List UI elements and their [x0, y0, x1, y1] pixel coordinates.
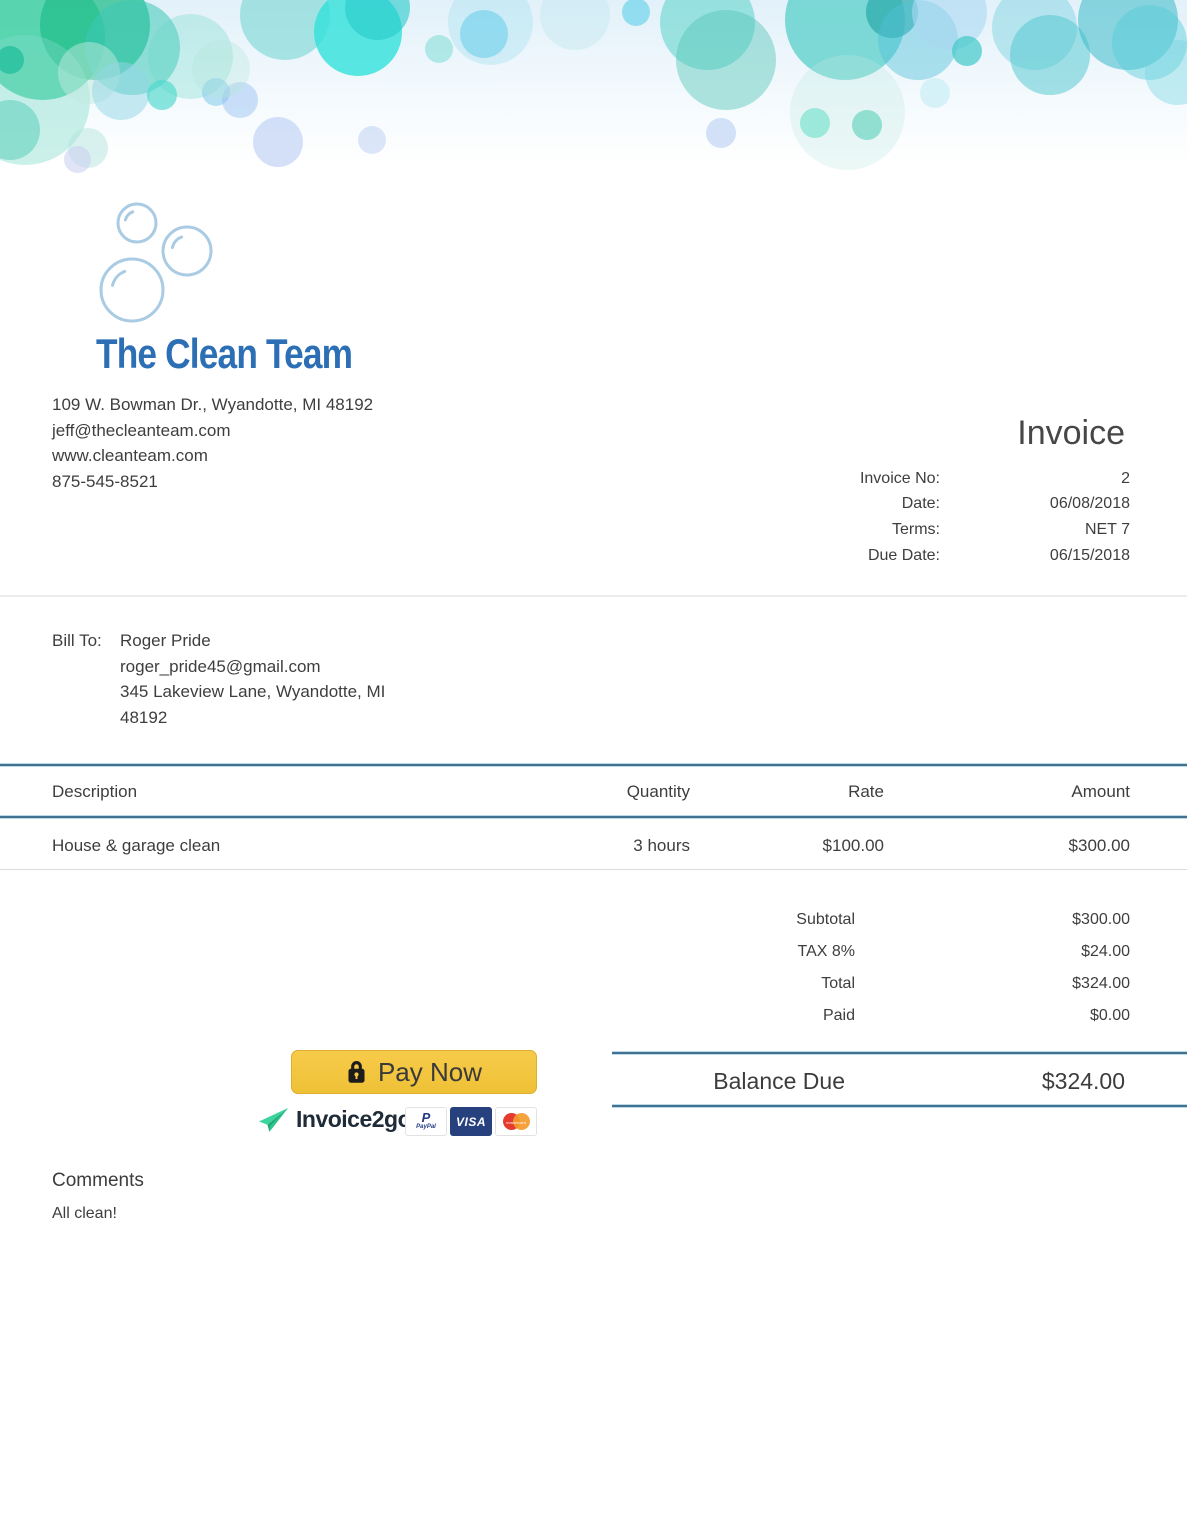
total-value: $24.00 [1081, 943, 1130, 960]
bubble-decoration-band [0, 0, 1187, 210]
paypal-mark-icon: P P [421, 1110, 432, 1125]
company-website: www.cleanteam.com [52, 446, 208, 466]
paypal-label: PayPal [416, 1124, 436, 1130]
logo-bubbles-icon [99, 202, 213, 323]
meta-row-invoice-no: Invoice No: 2 [730, 466, 1130, 492]
table-top-rule [0, 763, 1187, 767]
company-address: 109 W. Bowman Dr., Wyandotte, MI 48192 [52, 395, 374, 414]
bubble [147, 80, 177, 110]
meta-label: Invoice No: [859, 469, 940, 487]
meta-row-due-date: Due Date: 06/15/2018 [730, 543, 1130, 569]
invoice2go-label: Invoice2go [296, 1106, 412, 1132]
paypal-badge: P P PayPal [405, 1107, 447, 1136]
bubble [622, 0, 650, 26]
bubble [222, 82, 258, 118]
bubble [460, 10, 508, 58]
comments-label: Comments [52, 1170, 144, 1191]
bill-to-label: Bill To: [52, 631, 102, 650]
header-rate: Rate [848, 782, 884, 801]
band-gradient [0, 0, 1187, 165]
bubble [0, 46, 24, 74]
total-label: TAX 8% [797, 943, 856, 960]
total-row-subtotal: Subtotal $300.00 [0, 911, 1187, 943]
bubble [192, 40, 250, 98]
bill-to-name: Roger Pride [120, 631, 211, 650]
bubble [202, 78, 230, 106]
visa-badge: VISA [450, 1107, 492, 1136]
mastercard-badge: mastercard [495, 1107, 537, 1136]
comments-text: All clean! [52, 1205, 117, 1222]
pay-now-button[interactable]: Pay Now [291, 1050, 537, 1094]
cell-quantity: 3 hours [633, 836, 690, 855]
bubble [800, 108, 830, 138]
bubble [852, 110, 882, 140]
company-phone: 875-545-8521 [52, 471, 158, 491]
paypal-mark-front: P [421, 1110, 431, 1125]
invoice-meta: Invoice No: 2 Date: 06/08/2018 Terms: NE… [730, 466, 1130, 568]
invoice2go-logo: Invoice2go [258, 1106, 412, 1133]
bubble [358, 126, 386, 154]
balance-top-rule [612, 1051, 1187, 1055]
total-row-total: Total $324.00 [0, 975, 1187, 1007]
bubble [1112, 5, 1187, 80]
lock-icon [348, 1061, 365, 1083]
mastercard-circles-icon: mastercard [501, 1113, 531, 1131]
header-quantity: Quantity [626, 782, 690, 801]
pay-now-label: Pay Now [377, 1056, 483, 1087]
meta-value: NET 7 [1084, 520, 1130, 538]
cell-rate: $100.00 [822, 836, 884, 855]
meta-row-date: Date: 06/08/2018 [730, 492, 1130, 518]
meta-label: Terms: [892, 520, 940, 538]
balance-due-label: Balance Due [713, 1068, 845, 1094]
bill-to-block: Bill To: Roger Pride roger_pride45@gmail… [52, 628, 385, 730]
cell-amount: $300.00 [1068, 836, 1130, 855]
meta-value: 06/15/2018 [1049, 546, 1130, 564]
company-email: jeff@thecleanteam.com [52, 420, 231, 440]
bill-to-email: roger_pride45@gmail.com [120, 656, 321, 676]
total-row-tax: TAX 8% $24.00 [0, 943, 1187, 975]
balance-due-value: $324.00 [1041, 1068, 1125, 1094]
bill-to-address-line1: 345 Lakeview Lane, Wyandotte, MI [120, 682, 386, 702]
total-value: $324.00 [1072, 975, 1130, 992]
bubble [1010, 15, 1090, 95]
invoice-title: Invoice [1017, 414, 1125, 452]
visa-label: VISA [455, 1114, 486, 1129]
total-value: $300.00 [1072, 911, 1130, 928]
table-row-separator [0, 869, 1187, 870]
bubble [706, 118, 736, 148]
header-amount: Amount [1071, 782, 1130, 801]
total-label: Paid [822, 1007, 855, 1024]
company-contact-block: 109 W. Bowman Dr., Wyandotte, MI 48192 j… [52, 392, 373, 494]
bubble [64, 146, 91, 173]
header-divider [0, 595, 1187, 597]
meta-label: Date: [901, 495, 940, 513]
bubble [676, 10, 776, 110]
bubble [92, 62, 150, 120]
bubble [952, 36, 982, 66]
meta-row-terms: Terms: NET 7 [730, 517, 1130, 543]
balance-bottom-rule [612, 1104, 1187, 1108]
meta-value: 06/08/2018 [1049, 495, 1130, 513]
total-label: Total [821, 975, 855, 992]
total-row-paid: Paid $0.00 [0, 1007, 1187, 1039]
meta-value: 2 [1121, 469, 1130, 487]
bubble [253, 117, 303, 167]
meta-label: Due Date: [867, 546, 940, 564]
bubble [425, 35, 453, 63]
cell-description: House & garage clean [52, 836, 221, 855]
bubble [920, 78, 950, 108]
mastercard-orange-circle [513, 1113, 530, 1130]
mastercard-label: mastercard [505, 1119, 526, 1125]
total-label: Subtotal [796, 911, 855, 928]
brand-name: The Clean Team [96, 330, 353, 377]
bill-to-details: Roger Pride roger_pride45@gmail.com 345 … [120, 628, 385, 730]
paper-plane-icon [259, 1107, 288, 1132]
total-value: $0.00 [1089, 1007, 1130, 1024]
table-header-rule [0, 815, 1187, 819]
bill-to-address-line2: 48192 [120, 707, 168, 727]
header-description: Description [52, 782, 138, 801]
